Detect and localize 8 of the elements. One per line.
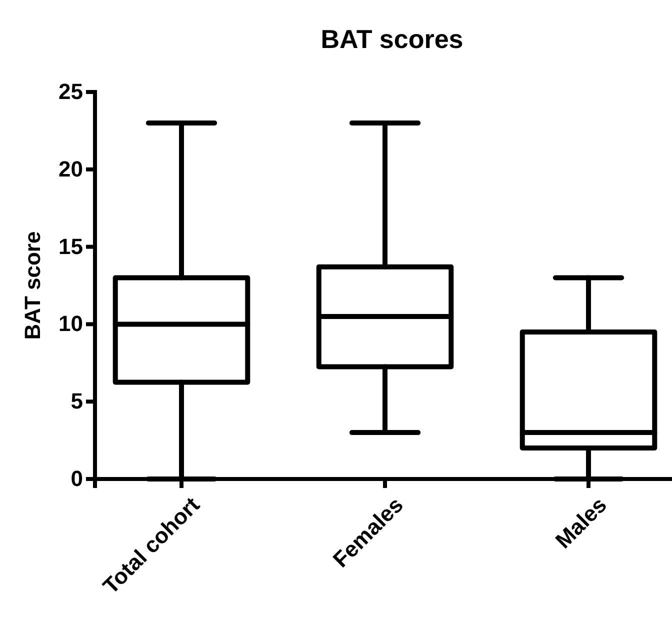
y-tick-label: 0 xyxy=(70,466,83,492)
y-tick-label: 15 xyxy=(58,234,83,259)
chart-title: BAT scores xyxy=(320,24,464,54)
y-axis-title: BAT score xyxy=(20,231,45,340)
y-tick-label: 25 xyxy=(58,79,83,104)
y-tick-label: 20 xyxy=(58,156,83,182)
y-tick-label: 10 xyxy=(58,311,83,336)
y-tick-label: 5 xyxy=(70,388,83,414)
